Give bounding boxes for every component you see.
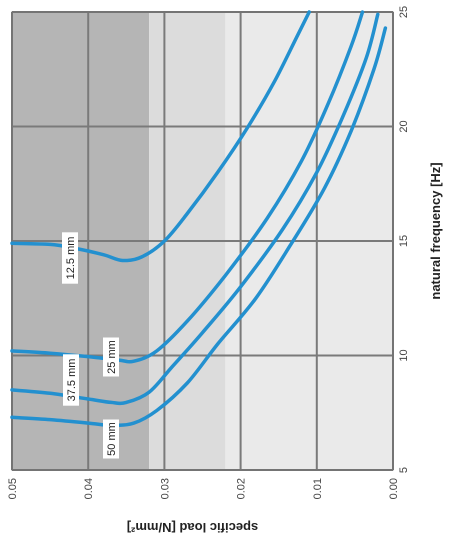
- plot-frame: [11, 11, 394, 471]
- frequency-tick-text: 25: [398, 6, 410, 18]
- curve-label-1: 12.5 mm: [62, 232, 78, 284]
- frequency-tick-text: 10: [398, 349, 410, 361]
- load-tick-text: 0.04: [83, 478, 95, 499]
- frequency-tick-10: 10: [398, 349, 410, 361]
- load-tick-0.03: 0.03: [159, 478, 171, 499]
- curve-labels: 12.5 mm 25 mm 37.5 mm 50 mm: [62, 232, 119, 459]
- curve-4: [10, 26, 388, 428]
- load-tick-labels: 0.05 0.04 0.03 0.02 0.01 0.00: [7, 478, 400, 499]
- load-tick-0.05: 0.05: [7, 478, 19, 499]
- frequency-tick-20: 20: [398, 120, 410, 132]
- load-tick-0.00: 0.00: [388, 478, 400, 499]
- curve-label-text: 50 mm: [106, 422, 118, 456]
- frequency-tick-25: 25: [398, 6, 410, 18]
- frequency-tick-15: 15: [398, 235, 410, 247]
- curve-label-box: [103, 337, 119, 377]
- curve-label-text: 25 mm: [106, 340, 118, 374]
- load-tick-text: 0.03: [159, 478, 171, 499]
- frequency-tick-5: 5: [398, 467, 410, 473]
- curve-label-box: [62, 232, 78, 284]
- frequency-tick-labels: 5 10 15 20 25: [398, 6, 410, 473]
- frequency-tick-text: 15: [398, 235, 410, 247]
- curve-3: [10, 12, 380, 406]
- load-tick-text: 0.05: [7, 478, 19, 499]
- curve-label-text: 37.5 mm: [66, 359, 78, 402]
- load-tick-text: 0.02: [236, 478, 248, 499]
- curve-label-text: 12.5 mm: [65, 237, 77, 280]
- frequency-tick-text: 5: [398, 467, 410, 473]
- load-tick-text: 0.00: [388, 478, 400, 499]
- curve-label-box: [103, 419, 119, 459]
- frequency-tick-text: 20: [398, 120, 410, 132]
- curve-2: [10, 10, 365, 364]
- curve-label-3: 37.5 mm: [63, 354, 79, 406]
- load-tick-0.02: 0.02: [236, 478, 248, 499]
- curve-label-4: 50 mm: [103, 419, 119, 459]
- load-tick-0.04: 0.04: [83, 478, 95, 499]
- curve-label-box: [63, 354, 79, 406]
- curve-label-2: 25 mm: [103, 337, 119, 377]
- load-axis-title: specific load [N/mm²]: [127, 520, 258, 535]
- frequency-axis-title: natural frequency [Hz]: [428, 162, 443, 299]
- load-tick-0.01: 0.01: [312, 478, 324, 499]
- load-tick-text: 0.01: [312, 478, 324, 499]
